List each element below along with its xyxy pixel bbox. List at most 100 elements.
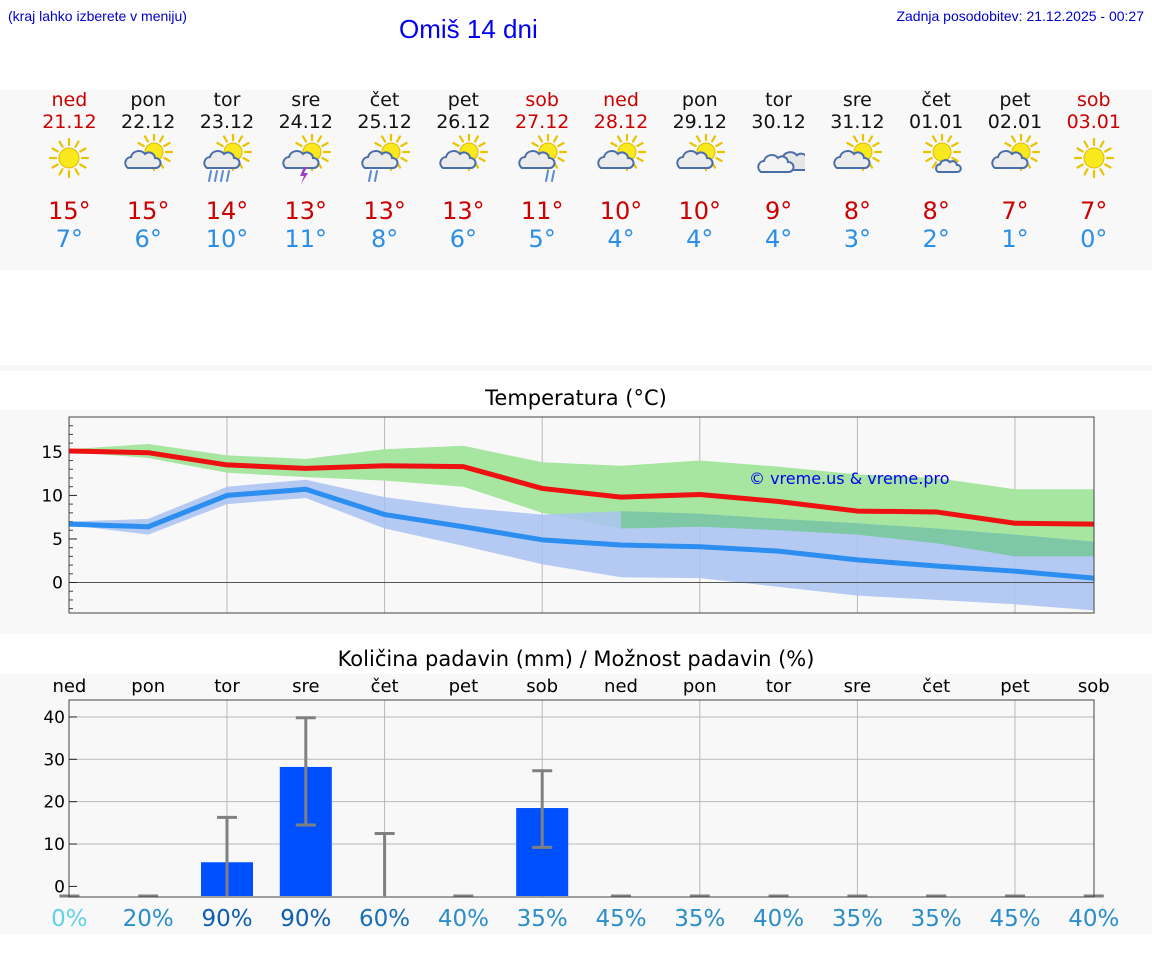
day-name: čet: [921, 89, 951, 111]
min-temperature: 10°: [205, 225, 249, 253]
category-label: ned: [52, 676, 86, 697]
category-label: sre: [292, 676, 319, 697]
category-label: čet: [922, 676, 950, 697]
category-label: pon: [131, 676, 165, 697]
sun-cloud-thunderstorm-icon: [282, 132, 331, 184]
category-label: ned: [604, 676, 638, 697]
watermark: © vreme.us & vreme.pro: [749, 469, 950, 488]
min-temperature: 6°: [134, 225, 162, 253]
category-label: sob: [1078, 676, 1110, 697]
day-name: tor: [213, 89, 241, 111]
day-date: 23.12: [199, 111, 255, 133]
y-tick-label: 30: [43, 750, 65, 770]
max-temperature: 13°: [442, 197, 485, 225]
day-name: čet: [369, 89, 400, 111]
category-label: tor: [766, 676, 792, 697]
max-temperature: 15°: [126, 197, 170, 225]
category-label: pet: [1000, 676, 1030, 697]
plot-frame: [68, 416, 1095, 614]
precipitation-probability: 90%: [280, 906, 331, 932]
max-temperature: 13°: [284, 197, 328, 225]
sun-cloud-icon: [676, 132, 725, 172]
day-date: 01.01: [908, 111, 964, 133]
y-tick-label: 15: [41, 443, 63, 463]
min-temperature: 4°: [607, 225, 635, 253]
max-temperature: 8°: [843, 197, 872, 225]
max-temperature: 7°: [1080, 197, 1108, 225]
weather-icon-slot: [122, 132, 174, 186]
min-temperature: 1°: [1001, 225, 1029, 253]
y-tick-label: 5: [52, 530, 63, 550]
day-date: 27.12: [514, 111, 570, 133]
sun-small-cloud-icon: [923, 132, 962, 173]
precipitation-chart-title: Količina padavin (mm) / Možnost padavin …: [337, 647, 815, 671]
weather-icon-slot: [437, 132, 489, 186]
day-date: 28.12: [593, 111, 649, 133]
location-hint: (kraj lahko izberete v meniju): [8, 8, 187, 24]
precipitation-probability: 45%: [595, 906, 646, 932]
day-date: 02.01: [987, 111, 1043, 133]
day-name: pet: [447, 89, 479, 111]
weather-icon-slot: [359, 132, 411, 186]
precipitation-probability: 35%: [517, 906, 568, 932]
day-name: sre: [291, 89, 321, 111]
last-updated: Zadnja posodobitev: 21.12.2025 - 00:27: [896, 8, 1144, 24]
category-label: sre: [844, 676, 871, 697]
category-label: sob: [526, 676, 558, 697]
category-label: tor: [214, 676, 240, 697]
weather-icon-slot: [831, 132, 883, 186]
weather-icon-slot: [753, 134, 814, 186]
weather-icon-slot: [595, 132, 647, 186]
sun-cloud-icon: [439, 132, 489, 172]
weather-icon-slot: [989, 132, 1041, 186]
min-temperature: 8°: [370, 225, 399, 253]
max-temperature: 9°: [764, 197, 793, 225]
precipitation-probability: 40%: [438, 906, 489, 932]
max-temperature: 14°: [205, 197, 249, 225]
day-name: ned: [603, 89, 639, 111]
weather-icon-slot: [674, 132, 726, 186]
precipitation-probability: 90%: [201, 906, 252, 932]
sun-cloud-icon: [124, 132, 174, 172]
day-date: 25.12: [357, 111, 412, 133]
sun-cloud-light-rain-icon: [360, 132, 410, 182]
day-date: 26.12: [436, 111, 491, 133]
page-title: Omiš 14 dni: [399, 14, 538, 44]
sun-cloud-icon: [597, 132, 647, 172]
plot-frame: [68, 699, 1095, 898]
max-temperature: 13°: [363, 197, 406, 225]
min-temperature: 5°: [528, 225, 556, 253]
precipitation-probability: 35%: [911, 906, 962, 932]
min-temperature: 2°: [922, 225, 950, 253]
day-date: 31.12: [830, 111, 885, 133]
weather-icon-slot: [910, 132, 962, 186]
max-temperature: 7°: [1001, 197, 1029, 225]
day-name: sob: [525, 89, 559, 111]
day-date: 21.12: [42, 111, 97, 133]
day-name: pet: [999, 89, 1031, 111]
sun-cloud-shower-icon: [518, 132, 568, 182]
min-range-band: [69, 479, 1094, 611]
min-temperature: 4°: [764, 225, 793, 253]
daily-forecast-strip: ned 21.12 15° 7° pon 22.12 15° 6° tor 23.12 14° 10°…: [0, 90, 1152, 270]
max-temperature: 11°: [520, 197, 564, 225]
day-name: tor: [765, 89, 793, 111]
weather-icon-slot: [1068, 134, 1120, 186]
min-temperature: 0°: [1080, 225, 1108, 253]
category-label: pon: [683, 676, 717, 697]
precipitation-probability: 40%: [1068, 906, 1119, 932]
precipitation-probability: 45%: [989, 906, 1040, 932]
day-date: 03.01: [1066, 111, 1121, 133]
cloudy-icon: [756, 151, 814, 173]
day-date: 24.12: [278, 111, 333, 133]
min-temperature: 6°: [449, 225, 478, 253]
day-date: 29.12: [672, 111, 727, 133]
max-temperature: 10°: [678, 197, 722, 225]
sun-cloud-rain-icon: [203, 132, 253, 182]
y-tick-label: 0: [54, 877, 65, 897]
min-temperature: 11°: [284, 225, 328, 253]
precipitation-probability: 20%: [123, 906, 174, 932]
day-name: sob: [1077, 89, 1111, 111]
precipitation-chart: ned pon tor sre čet pet sob ned pon tor sre čet pet s…: [43, 676, 1119, 932]
precipitation-probability: 40%: [753, 906, 804, 932]
